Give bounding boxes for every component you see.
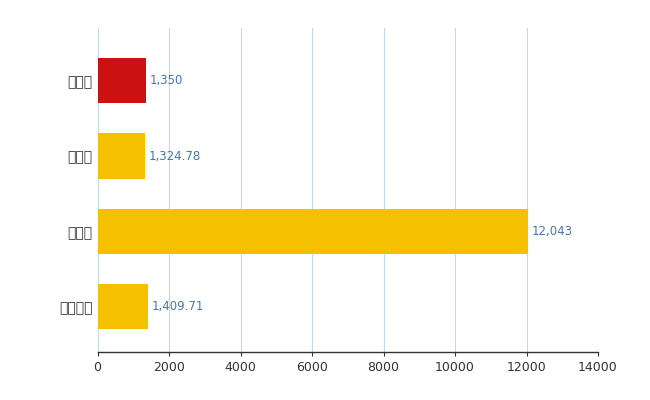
Bar xyxy=(98,209,528,254)
Bar xyxy=(98,284,148,329)
Text: 1,324.78: 1,324.78 xyxy=(148,150,201,162)
Text: 1,350: 1,350 xyxy=(150,74,183,87)
Bar xyxy=(98,134,145,179)
Text: 1,409.71: 1,409.71 xyxy=(151,300,204,313)
Text: 12,043: 12,043 xyxy=(532,225,573,238)
Bar xyxy=(98,58,146,103)
